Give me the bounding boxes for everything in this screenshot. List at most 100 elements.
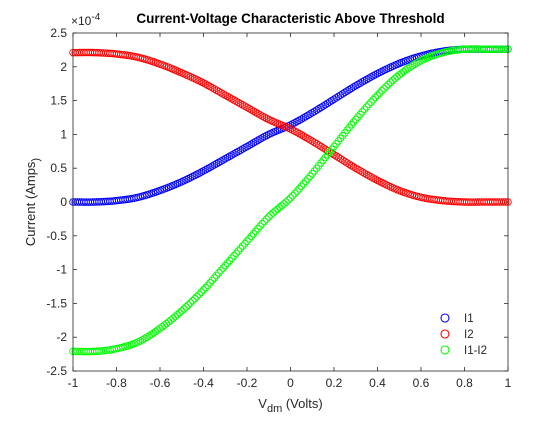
- data-point: [299, 132, 308, 140]
- data-point: [204, 281, 212, 289]
- data-point: [186, 299, 195, 307]
- data-point: [362, 75, 371, 84]
- data-point: [262, 215, 271, 223]
- data-point: [219, 90, 227, 98]
- data-point: [167, 316, 175, 324]
- data-point: [306, 172, 314, 180]
- data-point: [234, 98, 243, 107]
- data-point: [249, 229, 258, 238]
- data-point: [230, 150, 238, 158]
- data-point: [375, 89, 384, 97]
- data-point: [221, 91, 229, 99]
- data-point: [232, 249, 240, 258]
- data-point: [367, 98, 375, 106]
- data-point: [182, 303, 190, 311]
- data-point: [228, 95, 236, 103]
- x-tick-label: -0.6: [150, 376, 171, 390]
- x-tick-label: -0.2: [237, 376, 258, 390]
- data-point: [347, 161, 356, 170]
- legend-marker: [440, 345, 450, 355]
- data-point: [212, 271, 221, 280]
- data-point: [236, 146, 245, 154]
- data-point: [228, 254, 236, 262]
- data-point: [269, 209, 277, 217]
- legend-item: I2: [440, 329, 474, 341]
- data-point: [280, 200, 288, 208]
- data-point: [347, 121, 356, 129]
- data-point: [228, 151, 236, 159]
- data-point: [295, 116, 303, 125]
- data-point: [360, 105, 369, 114]
- data-point: [358, 108, 367, 116]
- data-point: [214, 269, 223, 277]
- data-point: [362, 170, 371, 179]
- x-tick-label: -0.8: [106, 376, 127, 390]
- data-point: [232, 97, 240, 106]
- data-point: [177, 307, 186, 315]
- data-point: [217, 157, 225, 165]
- data-point: [204, 164, 212, 173]
- data-point: [373, 91, 382, 99]
- data-point: [310, 138, 319, 147]
- legend-marker: [440, 313, 450, 323]
- data-point: [349, 163, 358, 171]
- data-point: [141, 334, 149, 343]
- y-tick-label: 0.5: [50, 161, 67, 175]
- x-tick-label: 0.4: [369, 376, 386, 390]
- data-point: [308, 137, 317, 145]
- data-point: [360, 76, 369, 85]
- y-tick-label: -2.5: [46, 364, 67, 378]
- data-point: [345, 160, 353, 168]
- data-point: [315, 161, 323, 170]
- data-point: [188, 297, 197, 305]
- data-point: [197, 288, 206, 296]
- data-point: [171, 312, 179, 321]
- data-point: [378, 87, 386, 95]
- data-point: [256, 111, 264, 119]
- data-point: [256, 135, 264, 143]
- x-tick-label: 1: [505, 376, 512, 390]
- data-point: [412, 59, 421, 67]
- data-point: [221, 154, 229, 163]
- data-point: [214, 158, 223, 167]
- data-point: [295, 129, 303, 138]
- data-point: [301, 177, 310, 186]
- data-point: [312, 106, 321, 114]
- data-point: [260, 217, 269, 226]
- data-point: [297, 182, 306, 191]
- data-point: [312, 140, 321, 148]
- data-point: [310, 107, 319, 116]
- y-tick-label: -2: [56, 330, 67, 344]
- data-point: [193, 292, 201, 301]
- data-point: [249, 139, 258, 147]
- y-tick-label: 0: [60, 195, 67, 209]
- data-point: [354, 80, 362, 89]
- data-point: [251, 137, 260, 146]
- data-point: [254, 136, 262, 145]
- data-point: [238, 242, 247, 250]
- data-point: [169, 314, 177, 323]
- data-point: [238, 145, 247, 153]
- data-point: [245, 104, 253, 113]
- data-point: [306, 110, 314, 118]
- x-tick-label: 0.6: [413, 376, 430, 390]
- data-point: [345, 85, 353, 94]
- data-point: [347, 84, 356, 93]
- data-point: [345, 123, 353, 132]
- data-point: [282, 198, 290, 206]
- y-axis-label: Current (Amps): [23, 158, 42, 246]
- data-point: [223, 153, 232, 162]
- data-point: [225, 152, 234, 161]
- data-point: [362, 103, 371, 111]
- data-point: [388, 76, 397, 85]
- data-point: [241, 239, 249, 248]
- data-point: [212, 159, 221, 168]
- data-point: [236, 99, 245, 108]
- legend-label: I1-I2: [464, 345, 487, 357]
- x-tick-label: 0.2: [326, 376, 343, 390]
- data-point: [369, 96, 377, 104]
- data-point: [365, 100, 373, 109]
- data-point: [356, 166, 364, 175]
- series-i1-i2: [69, 45, 512, 356]
